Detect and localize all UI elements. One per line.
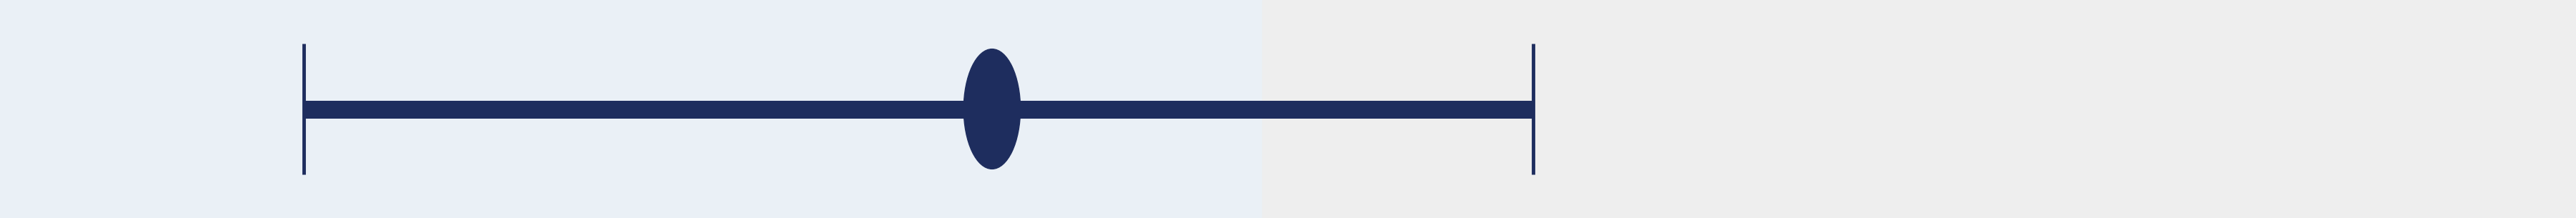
Bar bbox=[0, 0, 1262, 218]
Ellipse shape bbox=[963, 49, 1020, 169]
Bar bbox=[1262, 0, 2576, 218]
